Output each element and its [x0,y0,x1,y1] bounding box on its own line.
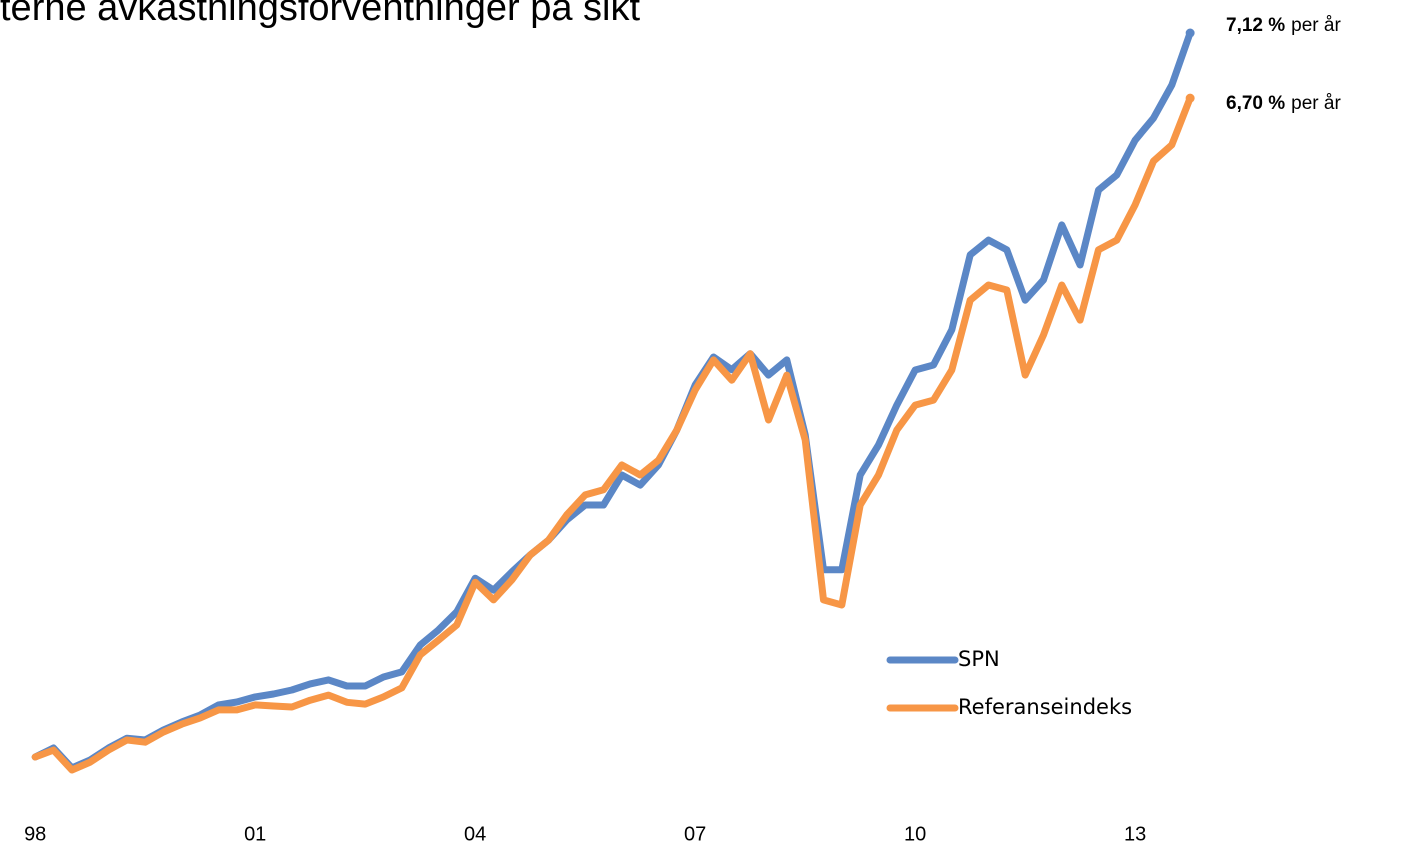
x-tick-label: 01 [244,823,266,845]
x-tick-label: 98 [24,823,46,845]
annotation: 6,70 % per år [1226,93,1341,114]
end-point [1185,28,1195,38]
x-tick-label: 13 [1124,823,1146,845]
annotation-value: 6,70 % [1226,93,1285,114]
end-point [1185,93,1195,103]
annotation-text: per år [1291,93,1341,114]
x-tick-label: 07 [684,823,706,845]
legend-label: SPN [958,647,1000,671]
annotation-text: per år [1291,15,1341,36]
series-line [31,29,1194,772]
series-line [31,94,1194,774]
annotation-value: 7,12 % [1226,15,1285,36]
x-tick-label: 10 [904,823,926,845]
annotation: 7,12 % per år [1226,15,1341,36]
x-tick-label: 04 [464,823,486,845]
legend-label: Referanseindeks [958,695,1132,719]
chart-title: terne avkastningsforventninger på sikt [0,0,640,29]
